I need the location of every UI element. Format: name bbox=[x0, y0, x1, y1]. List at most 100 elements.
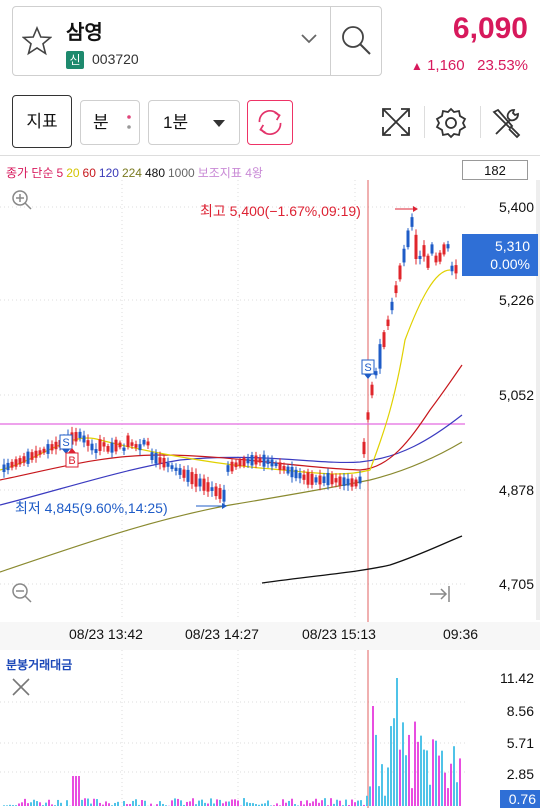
candle-body bbox=[174, 467, 178, 471]
candle-body bbox=[238, 460, 242, 467]
volume-bar bbox=[378, 786, 380, 806]
candle-body bbox=[438, 252, 442, 262]
candle-body bbox=[418, 255, 422, 259]
gear-icon[interactable] bbox=[434, 106, 468, 140]
candle-body bbox=[334, 478, 338, 483]
volume-bar bbox=[144, 800, 146, 806]
volume-bar bbox=[75, 776, 77, 806]
legend-item: 보조지표 4왕 bbox=[197, 166, 263, 180]
candle-body bbox=[106, 446, 110, 452]
candle-body bbox=[398, 265, 402, 280]
ma224-line bbox=[0, 441, 463, 573]
candle-body bbox=[222, 489, 226, 502]
candle-body bbox=[138, 444, 142, 451]
volume-bar bbox=[84, 798, 86, 806]
signal-marker-s: S bbox=[361, 359, 375, 379]
candle-body bbox=[406, 230, 410, 248]
y-tick-label: 5,400 bbox=[498, 199, 534, 215]
close-indicator-icon bbox=[12, 678, 30, 696]
candle-body bbox=[390, 301, 394, 311]
candle-body bbox=[6, 462, 10, 471]
candle-body bbox=[14, 459, 18, 467]
candle-body bbox=[122, 447, 126, 451]
candle-body bbox=[170, 465, 174, 469]
refresh-button[interactable] bbox=[247, 100, 293, 145]
ma60-line bbox=[0, 364, 463, 481]
volume-bar bbox=[81, 799, 83, 806]
volume-bar bbox=[225, 801, 227, 806]
volume-bar bbox=[18, 803, 20, 806]
zoom-in-icon bbox=[12, 190, 32, 210]
candle-body bbox=[258, 457, 262, 463]
candle-body bbox=[38, 450, 42, 455]
candle-body bbox=[246, 458, 250, 464]
candle-body bbox=[430, 244, 434, 254]
volume-bar bbox=[93, 798, 95, 806]
volume-bar bbox=[402, 722, 404, 806]
candle-body bbox=[286, 466, 290, 474]
candle-body bbox=[362, 441, 366, 455]
volume-bar bbox=[15, 805, 17, 806]
price-chart[interactable]: S B S bbox=[0, 180, 540, 808]
volume-bar bbox=[48, 799, 50, 806]
period-button[interactable]: 분 bbox=[80, 100, 140, 145]
legend-item: 120 bbox=[98, 166, 119, 180]
volume-bar bbox=[219, 799, 221, 806]
volume-bar bbox=[384, 795, 386, 806]
candle-body bbox=[450, 265, 454, 272]
price-change: ▲ 1,160 23.53% bbox=[411, 57, 528, 74]
candle-body bbox=[262, 454, 266, 467]
up-arrow-icon: ▲ bbox=[411, 59, 423, 73]
volume-bar bbox=[186, 801, 188, 806]
volume-bar bbox=[234, 799, 236, 806]
tools-icon[interactable] bbox=[490, 106, 524, 140]
volume-bar bbox=[156, 804, 158, 806]
candle-body bbox=[82, 435, 86, 443]
volume-bar bbox=[72, 776, 74, 806]
volume-bar bbox=[267, 800, 269, 806]
candle-body bbox=[218, 488, 222, 499]
interval-select[interactable]: 1분 bbox=[148, 100, 240, 145]
volume-bar bbox=[192, 798, 194, 806]
volume-bar bbox=[324, 798, 326, 806]
candle-body bbox=[134, 444, 138, 448]
chevron-down-icon[interactable] bbox=[298, 30, 320, 48]
volume-bar bbox=[246, 802, 248, 806]
stock-code: 003720 bbox=[92, 51, 139, 67]
expand-icon[interactable] bbox=[380, 106, 412, 138]
candle-body bbox=[234, 462, 238, 468]
candle-body bbox=[426, 255, 430, 268]
candle-body bbox=[226, 465, 230, 472]
candle-body bbox=[26, 451, 30, 464]
volume-bar bbox=[351, 799, 353, 806]
indicator-legend[interactable]: 종가 단순 5 20 60 120 224 480 1000 보조지표 4왕 bbox=[6, 164, 266, 181]
candle-body bbox=[182, 469, 186, 478]
indicator-button[interactable]: 지표 bbox=[12, 95, 72, 148]
volume-bar bbox=[276, 803, 278, 806]
current-price-value: 5,310 bbox=[494, 238, 530, 254]
favorite-star-icon[interactable] bbox=[22, 26, 52, 56]
volume-bar bbox=[60, 802, 62, 806]
candle-body bbox=[346, 478, 350, 486]
volume-bar bbox=[237, 800, 239, 806]
stock-selector[interactable] bbox=[12, 6, 382, 76]
y-tick-label: 4,878 bbox=[498, 482, 534, 498]
candle-body bbox=[446, 244, 450, 249]
volume-bar bbox=[426, 750, 428, 806]
volume-bar bbox=[213, 803, 215, 806]
candle-body bbox=[326, 472, 330, 486]
candle-body bbox=[54, 441, 58, 450]
candle-body bbox=[158, 457, 162, 464]
candle-body bbox=[126, 435, 130, 447]
volume-bar bbox=[210, 798, 212, 806]
volume-bar bbox=[243, 798, 245, 806]
search-icon[interactable] bbox=[338, 22, 374, 58]
ma20-line bbox=[0, 269, 451, 475]
volume-bar bbox=[261, 803, 263, 806]
candle-body bbox=[342, 477, 346, 486]
legend-item: 224 bbox=[121, 166, 142, 180]
candle-count-input[interactable]: 182 bbox=[462, 160, 528, 180]
volume-bar bbox=[111, 805, 113, 806]
candle-body bbox=[302, 474, 306, 480]
legend-item: 종가 단순 bbox=[6, 166, 54, 180]
